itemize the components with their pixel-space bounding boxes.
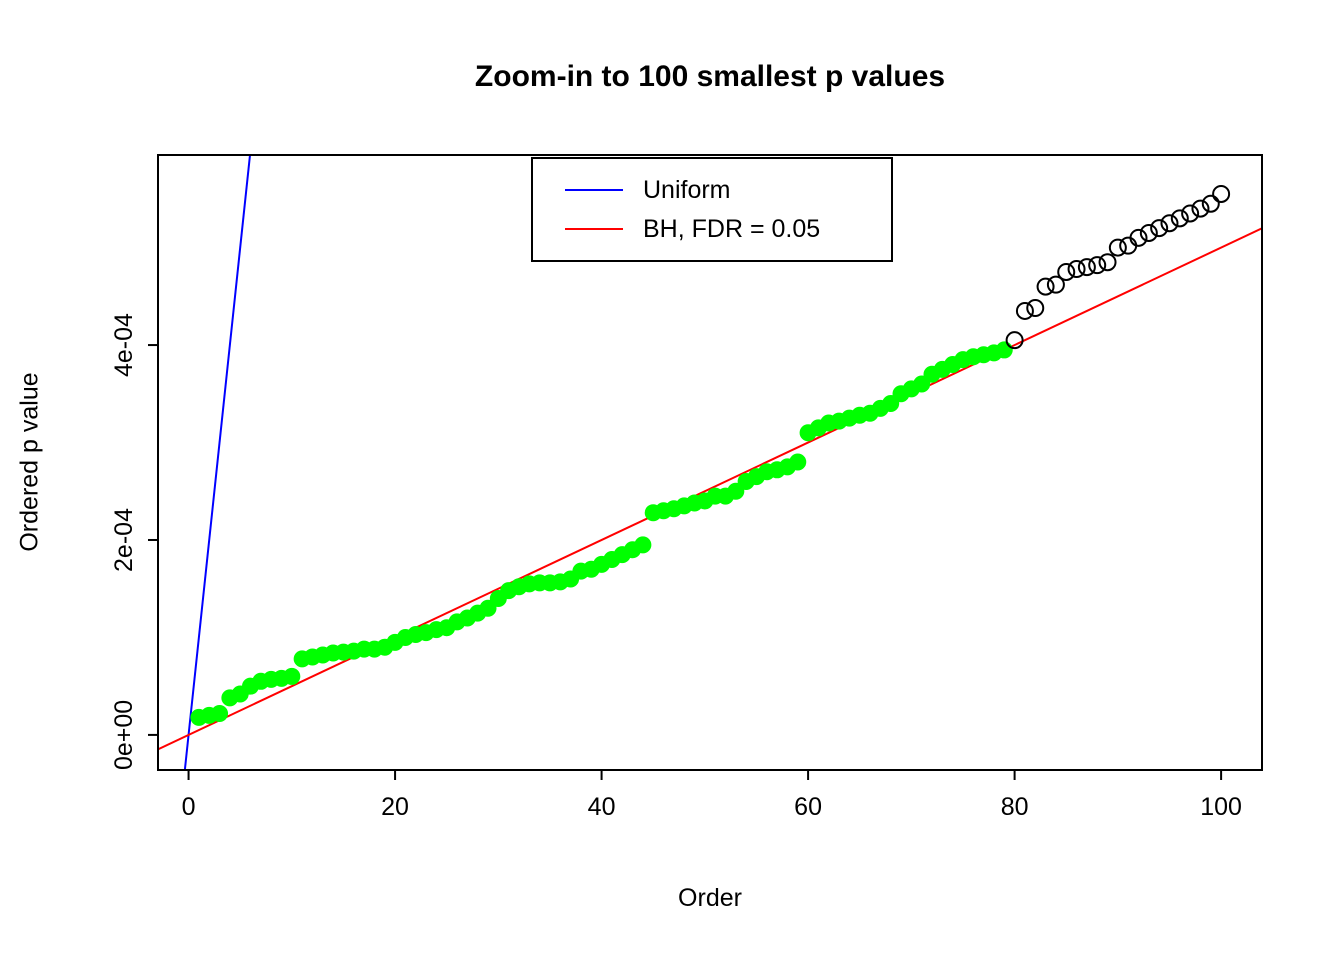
uniform-line [183, 155, 252, 770]
data-point-nonsignificant [1129, 228, 1148, 247]
data-point-significant [995, 341, 1013, 359]
x-axis-label: Order [678, 884, 742, 912]
legend: Uniform BH, FDR = 0.05 [531, 157, 893, 262]
y-tick-label: 4e-04 [110, 313, 138, 377]
x-tick-label: 60 [794, 793, 822, 821]
data-point-nonsignificant [1046, 275, 1065, 294]
data-point-significant [882, 395, 900, 413]
plot-box [157, 154, 1263, 771]
data-point-nonsignificant [1170, 209, 1189, 228]
data-point-nonsignificant [1026, 299, 1045, 318]
x-tick-label: 40 [588, 793, 616, 821]
data-point-nonsignificant [1088, 256, 1107, 275]
y-tick-label: 0e+00 [110, 700, 138, 770]
chart-title: Zoom-in to 100 smallest p values [474, 60, 946, 93]
data-point-nonsignificant [1160, 214, 1179, 233]
data-point-nonsignificant [1201, 194, 1220, 213]
y-axis-label: Ordered p value [15, 372, 44, 552]
legend-item-uniform: Uniform [563, 176, 891, 205]
data-point-significant [913, 375, 931, 393]
data-point-significant [479, 599, 497, 617]
bh-line-sample-icon [565, 228, 623, 230]
legend-item-bh: BH, FDR = 0.05 [563, 215, 891, 244]
data-point-nonsignificant [1036, 277, 1055, 296]
x-tick-label: 0 [182, 793, 196, 821]
data-point-nonsignificant [1108, 238, 1127, 257]
data-point-nonsignificant [1077, 258, 1096, 277]
data-point-significant [634, 536, 652, 554]
data-point-nonsignificant [1005, 331, 1024, 350]
data-point-nonsignificant [1181, 204, 1200, 223]
data-point-nonsignificant [1191, 199, 1210, 218]
legend-label-bh: BH, FDR = 0.05 [643, 214, 821, 243]
data-point-significant [789, 453, 807, 471]
data-point-nonsignificant [1067, 260, 1086, 279]
data-point-nonsignificant [1098, 253, 1117, 272]
data-point-significant [283, 667, 301, 685]
x-tick-label: 100 [1200, 793, 1242, 821]
bh-fdr-0.05-line [158, 227, 1262, 751]
data-point-nonsignificant [1015, 301, 1034, 320]
data-point-nonsignificant [1057, 262, 1076, 281]
data-point-significant [727, 482, 745, 500]
data-point-nonsignificant [1119, 236, 1138, 255]
data-point-nonsignificant [1139, 223, 1158, 242]
y-tick-label: 2e-04 [110, 508, 138, 572]
uniform-line-sample-icon [565, 189, 623, 191]
data-point-nonsignificant [1150, 219, 1169, 238]
x-tick-label: 20 [381, 793, 409, 821]
x-tick-label: 80 [1001, 793, 1029, 821]
data-point-nonsignificant [1212, 184, 1231, 203]
legend-label-uniform: Uniform [643, 175, 731, 204]
data-point-significant [211, 704, 229, 722]
